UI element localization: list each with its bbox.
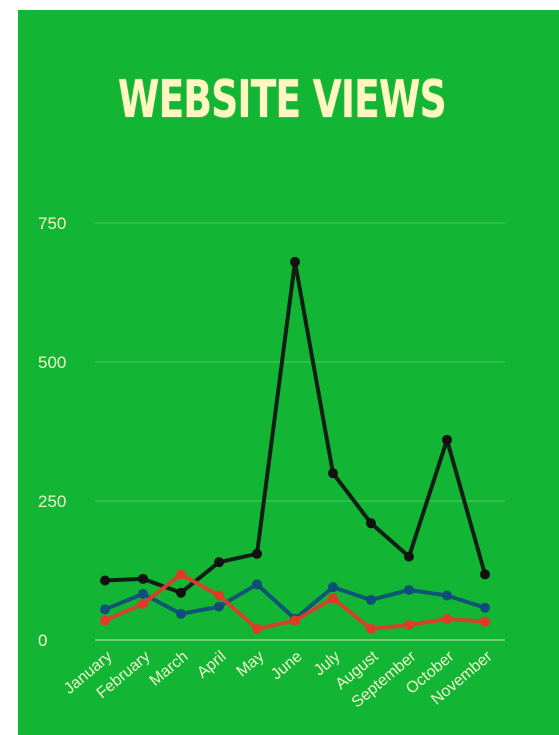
x-tick-label: May	[233, 648, 267, 680]
data-point	[442, 613, 452, 624]
data-point	[404, 584, 414, 595]
data-point	[138, 573, 148, 584]
series-lines	[100, 256, 490, 634]
data-point	[328, 582, 338, 593]
y-tick-label: 0	[38, 631, 47, 650]
grid-lines	[95, 222, 505, 641]
series-line	[103, 259, 487, 595]
data-point	[366, 623, 376, 634]
data-point	[214, 601, 224, 612]
y-axis-tick-labels: 0 250 500 750	[38, 214, 66, 650]
data-point	[252, 579, 262, 590]
data-point	[214, 590, 224, 601]
data-point	[366, 594, 376, 605]
data-point	[100, 615, 110, 626]
data-point	[290, 615, 300, 626]
data-point	[252, 548, 262, 559]
data-point	[366, 518, 376, 529]
series-2	[100, 579, 490, 624]
data-point	[404, 619, 414, 630]
data-point	[138, 598, 148, 609]
x-tick-label: March	[147, 648, 192, 690]
data-point	[214, 557, 224, 568]
data-point	[252, 623, 262, 634]
data-point	[100, 604, 110, 615]
y-tick-label: 750	[38, 214, 66, 233]
y-tick-label: 500	[38, 353, 66, 372]
chart-title: WEBSITE VIEWS	[118, 70, 447, 130]
data-point	[176, 569, 186, 580]
data-point	[100, 575, 110, 586]
data-point	[404, 551, 414, 562]
data-point	[442, 434, 452, 445]
x-tick-label: April	[194, 648, 229, 682]
data-point	[328, 593, 338, 604]
data-point	[442, 590, 452, 601]
data-point	[328, 468, 338, 479]
y-tick-label: 250	[38, 492, 66, 511]
series-1	[100, 256, 490, 598]
data-point	[176, 587, 186, 598]
data-point	[176, 608, 186, 619]
data-point	[480, 602, 490, 613]
data-point	[138, 588, 148, 599]
data-point	[480, 569, 490, 580]
series-3	[100, 569, 490, 634]
data-point	[290, 256, 300, 267]
data-point	[480, 616, 490, 627]
x-tick-label: June	[268, 648, 306, 683]
